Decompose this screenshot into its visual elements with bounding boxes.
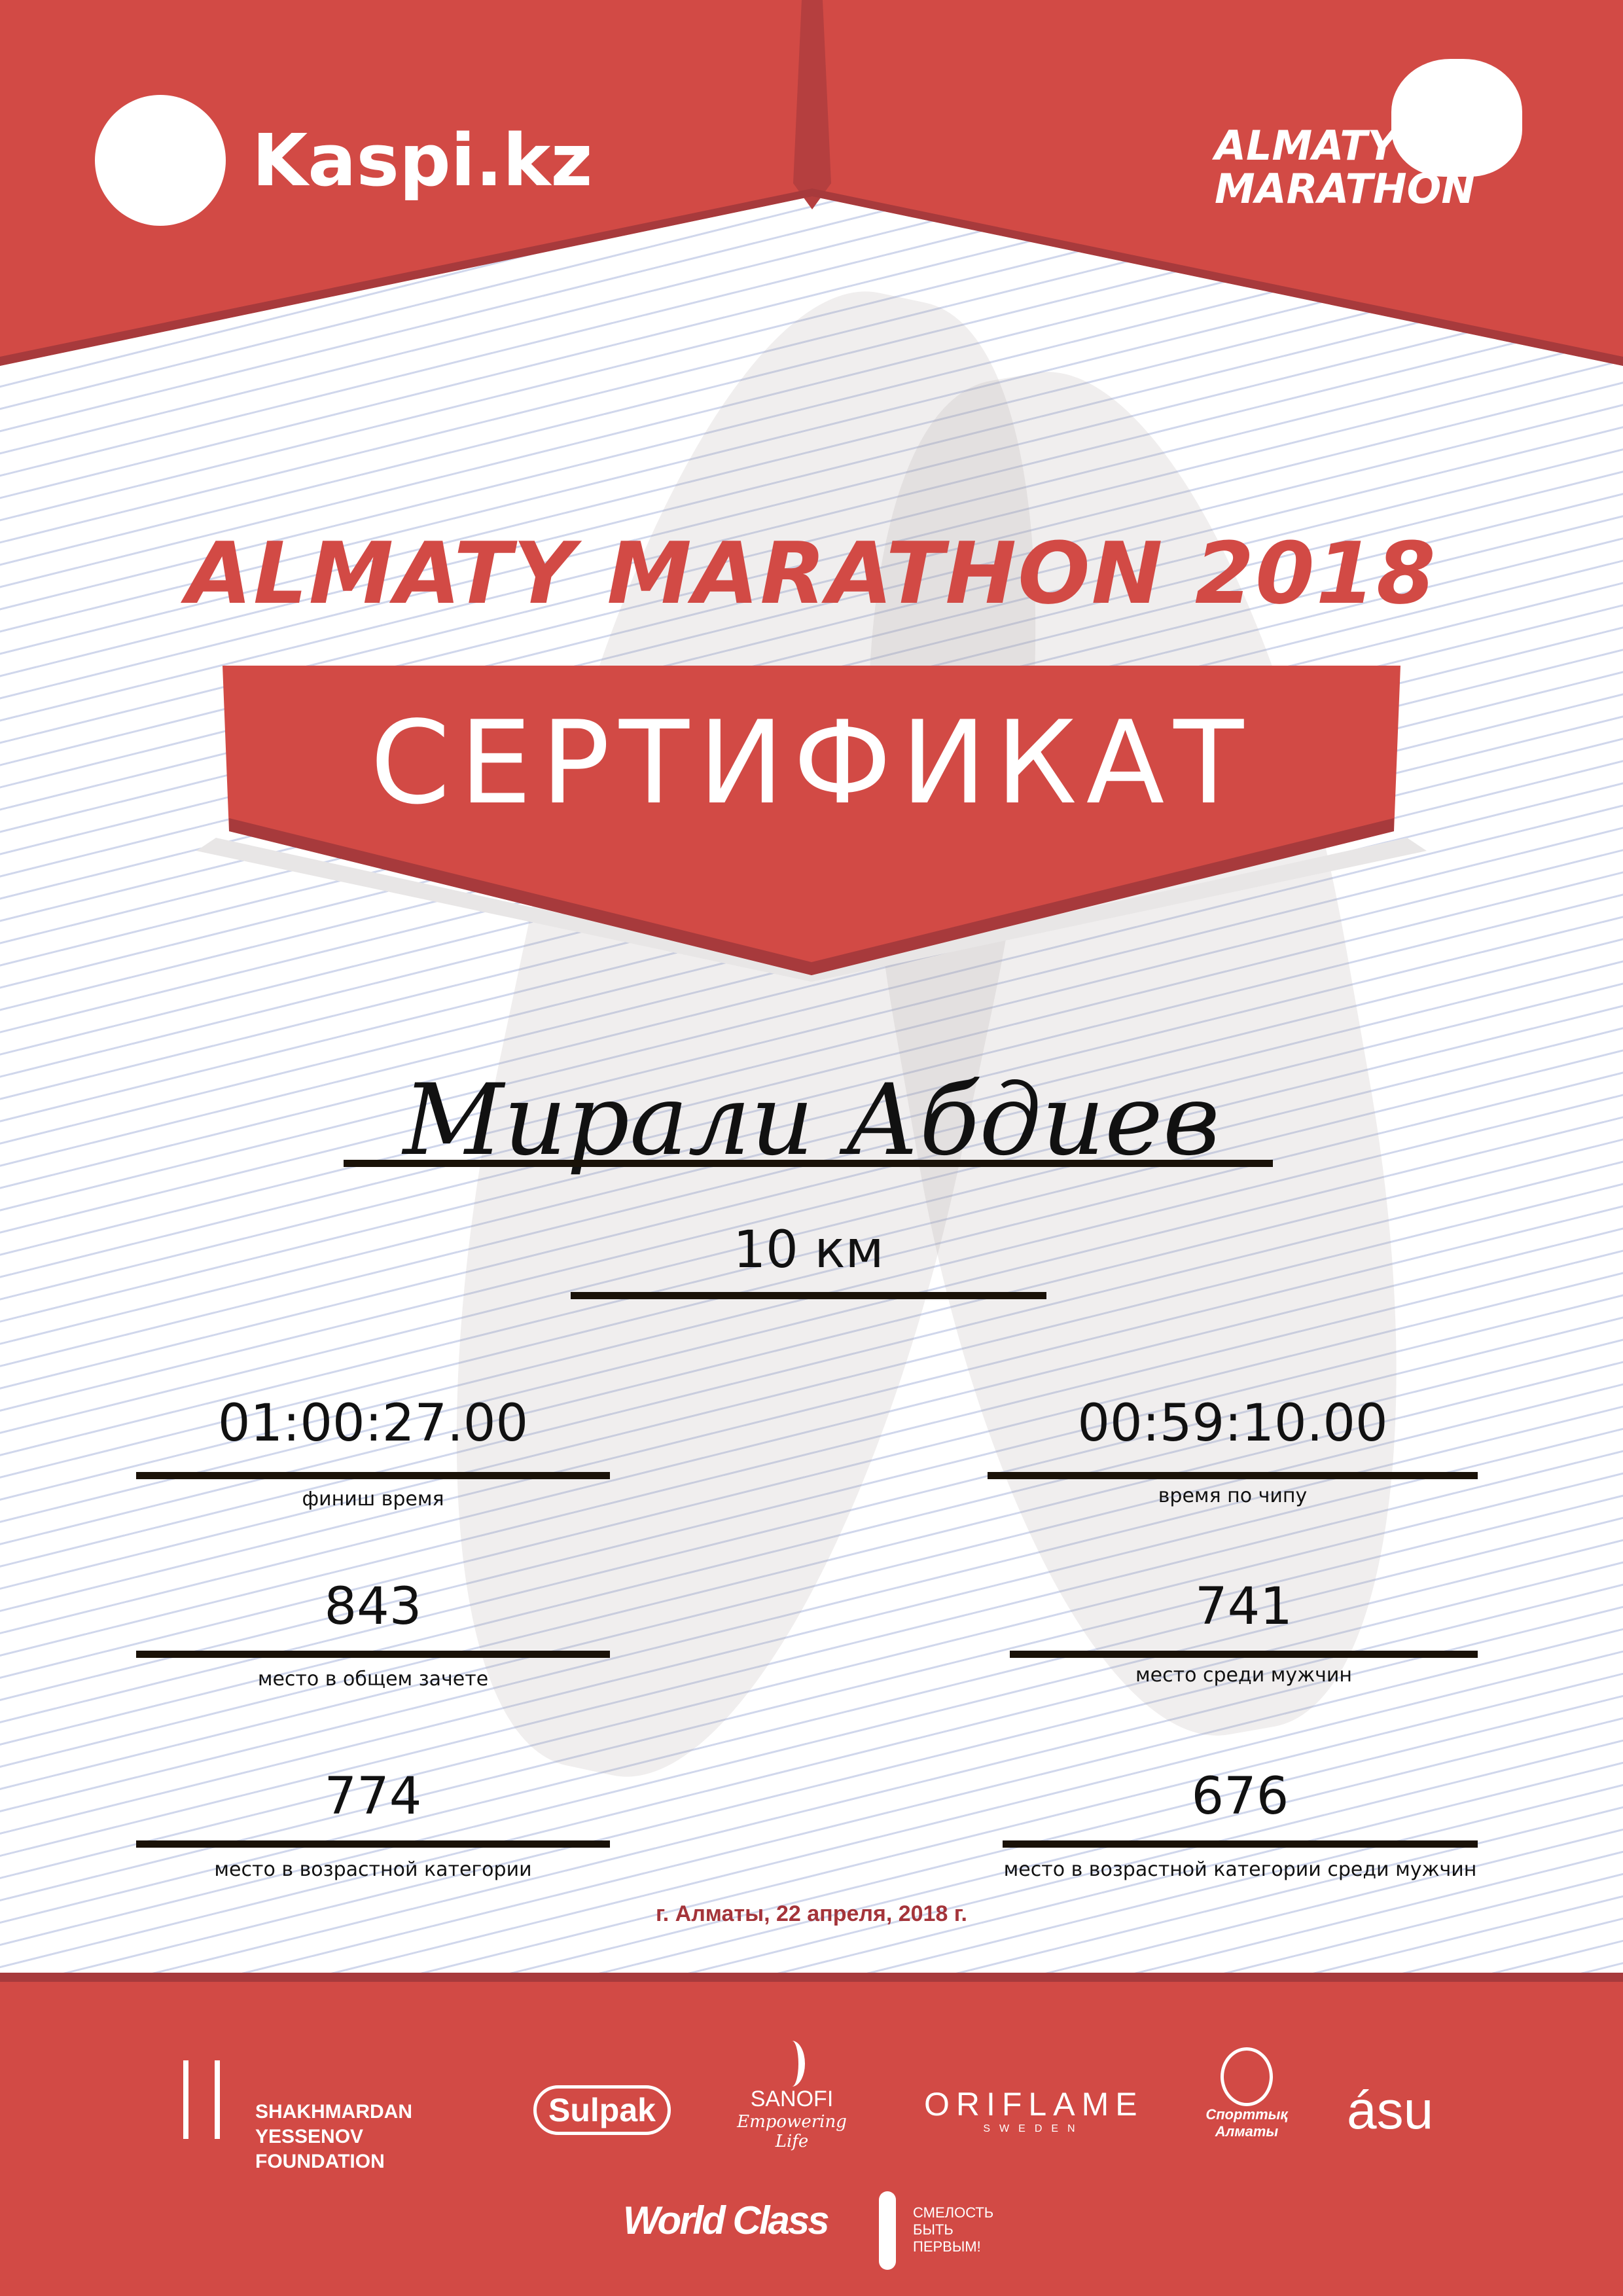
overall-place-value: 843 [324, 1577, 422, 1636]
sanofi-bird-icon [779, 2041, 805, 2087]
date-location: г. Алматы, 22 апреля, 2018 г. [656, 1901, 967, 1926]
sanofi-logo: SANOFI Empowering Life [726, 2041, 857, 2151]
sulpak-logo: Sulpak [533, 2085, 671, 2135]
event-logo-text: ALMATY MARATHON [1215, 122, 1476, 213]
finish-time-value: 01:00:27.00 [217, 1394, 529, 1453]
oriflame-text: ORIFLAME [924, 2086, 1144, 2123]
sponsors-footer: SHAKHMARDAN YESSENOV FOUNDATION Sulpak S… [0, 1973, 1623, 2296]
age-place-value: 774 [324, 1767, 422, 1826]
men-place-value: 741 [1195, 1577, 1293, 1636]
sanofi-text: SANOFI [750, 2087, 834, 2111]
sport-almaty-logo: Спорттық Алматы [1198, 2047, 1296, 2140]
participant-name: Мирали Абдиев [402, 1064, 1221, 1177]
oriflame-logo: ORIFLAME SWEDEN [924, 2085, 1143, 2135]
age-men-place-label: место в возрастной категории среди мужчи… [1003, 1858, 1477, 1881]
men-place-label: место среди мужчин [1135, 1664, 1352, 1687]
kaspi-family-icon [95, 95, 226, 226]
overall-place-label: место в общем зачете [257, 1668, 489, 1691]
chip-time-label: время по чипу [1158, 1484, 1308, 1507]
kaspi-logo-text: Kaspi.kz [252, 118, 593, 202]
almaty-marathon-logo: ALMATY MARATHON [1215, 59, 1522, 216]
divider [988, 1472, 1478, 1479]
oriflame-subtext: SWEDEN [983, 2123, 1084, 2134]
age-men-place-value: 676 [1191, 1767, 1289, 1826]
runner-figure-icon [879, 2191, 896, 2270]
distance-underline [571, 1292, 1046, 1299]
finish-time-label: финиш время [302, 1488, 444, 1511]
sanofi-tagline: Empowering Life [737, 2112, 847, 2151]
sport-almaty-text: Спорттық Алматы [1205, 2106, 1288, 2140]
world-class-logo: World Class [623, 2198, 830, 2242]
header-band [0, 0, 1623, 366]
runner-icon [1391, 59, 1522, 177]
event-title: ALMATY MARATHON 2018 [186, 524, 1437, 623]
certificate-label: СЕРТИФИКАТ [370, 697, 1253, 830]
distance: 10 км [733, 1221, 884, 1280]
certificate-banner [196, 666, 1427, 982]
yessenov-text: SHAKHMARDAN YESSENOV FOUNDATION [255, 2101, 412, 2172]
age-place-label: место в возрастной категории [214, 1858, 532, 1881]
kaspi-logo: Kaspi.kz [95, 95, 592, 226]
sport-almaty-emblem-icon [1221, 2047, 1273, 2106]
yessenov-bars-icon [183, 2060, 220, 2139]
name-underline [344, 1160, 1273, 1167]
divider [136, 1651, 610, 1658]
divider [136, 1840, 610, 1848]
smelost-text: СМЕЛОСТЬ БЫТЬ ПЕРВЫМ! [913, 2204, 994, 2255]
divider [1003, 1840, 1478, 1848]
divider [1010, 1651, 1478, 1658]
chip-time-value: 00:59:10.00 [1077, 1394, 1388, 1453]
divider [136, 1472, 610, 1479]
asu-logo: ásu [1347, 2081, 1434, 2140]
